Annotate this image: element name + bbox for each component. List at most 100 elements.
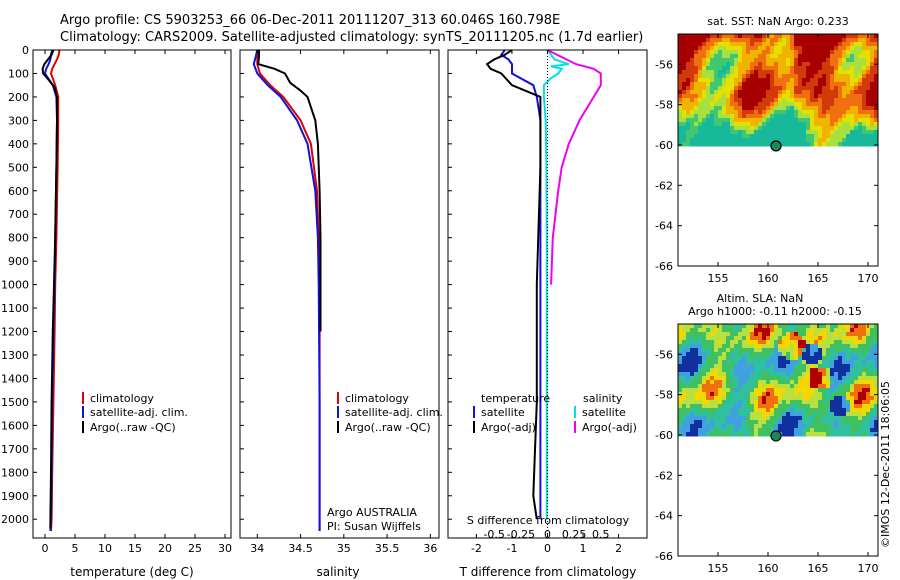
heatmap-cell: [806, 42, 811, 47]
heatmap-cell: [806, 46, 811, 51]
heatmap-cell: [782, 78, 787, 83]
heatmap-cell: [686, 356, 691, 361]
heatmap-cell: [838, 86, 843, 91]
heatmap-cell: [686, 388, 691, 393]
heatmap-cell: [858, 416, 863, 421]
heatmap-cell: [866, 404, 871, 409]
heatmap-cell: [782, 114, 787, 119]
heatmap-cell: [722, 372, 727, 377]
heatmap-cell: [722, 62, 727, 67]
heatmap-cell: [790, 102, 795, 107]
heatmap-cell: [686, 130, 691, 135]
heatmap-cell: [730, 336, 735, 341]
heatmap-cell: [766, 392, 771, 397]
heatmap-cell: [742, 82, 747, 87]
heatmap-cell: [698, 114, 703, 119]
heatmap-cell: [822, 42, 827, 47]
heatmap-cell: [802, 82, 807, 87]
heatmap-cell: [758, 416, 763, 421]
heatmap-cell: [802, 432, 807, 437]
heatmap-cell: [750, 78, 755, 83]
heatmap-cell: [850, 66, 855, 71]
heatmap-cell: [866, 46, 871, 51]
heatmap-cell: [834, 368, 839, 373]
heatmap-cell: [846, 134, 851, 139]
heatmap-cell: [690, 360, 695, 365]
heatmap-cell: [866, 62, 871, 67]
heatmap-cell: [742, 114, 747, 119]
heatmap-cell: [862, 348, 867, 353]
heatmap-cell: [782, 356, 787, 361]
heatmap-cell: [786, 368, 791, 373]
heatmap-cell: [742, 416, 747, 421]
heatmap-cell: [822, 388, 827, 393]
heatmap-cell: [762, 340, 767, 345]
heatmap-cell: [854, 42, 859, 47]
heatmap-cell: [826, 102, 831, 107]
heatmap-cell: [814, 82, 819, 87]
heatmap-cell: [846, 94, 851, 99]
heatmap-cell: [758, 344, 763, 349]
heatmap-cell: [862, 106, 867, 111]
heatmap-cell: [730, 324, 735, 329]
heatmap-cell: [866, 110, 871, 115]
heatmap-cell: [826, 90, 831, 95]
heatmap-cell: [722, 114, 727, 119]
heatmap-cell: [818, 50, 823, 55]
heatmap-cell: [810, 46, 815, 51]
heatmap-cell: [782, 50, 787, 55]
heatmap-cell: [786, 46, 791, 51]
heatmap-cell: [814, 138, 819, 143]
heatmap-cell: [834, 328, 839, 333]
heatmap-cell: [750, 134, 755, 139]
heatmap-cell: [702, 94, 707, 99]
heatmap-cell: [702, 118, 707, 123]
heatmap-cell: [786, 392, 791, 397]
heatmap-cell: [810, 352, 815, 357]
heatmap-cell: [754, 138, 759, 143]
heatmap-cell: [754, 66, 759, 71]
heatmap-cell: [778, 62, 783, 67]
heatmap-cell: [806, 388, 811, 393]
heatmap-cell: [794, 62, 799, 67]
heatmap-cell: [818, 34, 823, 39]
heatmap-cell: [710, 102, 715, 107]
heatmap-cell: [786, 380, 791, 385]
heatmap-cell: [862, 54, 867, 59]
heatmap-cell: [810, 98, 815, 103]
heatmap-cell: [794, 122, 799, 127]
heatmap-cell: [862, 424, 867, 429]
heatmap-cell: [794, 142, 799, 147]
heatmap-cell: [750, 110, 755, 115]
heatmap-cell: [718, 384, 723, 389]
heatmap-cell: [754, 114, 759, 119]
heatmap-cell: [702, 372, 707, 377]
heatmap-cell: [806, 332, 811, 337]
heatmap-cell: [782, 352, 787, 357]
heatmap-cell: [778, 392, 783, 397]
heatmap-cell: [710, 70, 715, 75]
series-line-1: [252, 49, 321, 531]
heatmap-cell: [706, 82, 711, 87]
heatmap-cell: [782, 368, 787, 373]
heatmap-cell: [738, 118, 743, 123]
heatmap-cell: [762, 412, 767, 417]
heatmap-cell: [830, 118, 835, 123]
heatmap-cell: [838, 46, 843, 51]
heatmap-cell: [806, 34, 811, 39]
heatmap-cell: [782, 332, 787, 337]
heatmap-cell: [798, 372, 803, 377]
heatmap-cell: [802, 74, 807, 79]
heatmap-cell: [678, 34, 683, 39]
heatmap-cell: [762, 388, 767, 393]
heatmap-cell: [698, 324, 703, 329]
legend-temperature-title: temperature: [481, 392, 550, 405]
heatmap-cell: [826, 142, 831, 147]
heatmap-cell: [726, 94, 731, 99]
heatmap-cell: [746, 340, 751, 345]
heatmap-cell: [770, 368, 775, 373]
heatmap-cell: [818, 428, 823, 433]
heatmap-cell: [798, 380, 803, 385]
heatmap-cell: [694, 58, 699, 63]
heatmap-cell: [834, 134, 839, 139]
